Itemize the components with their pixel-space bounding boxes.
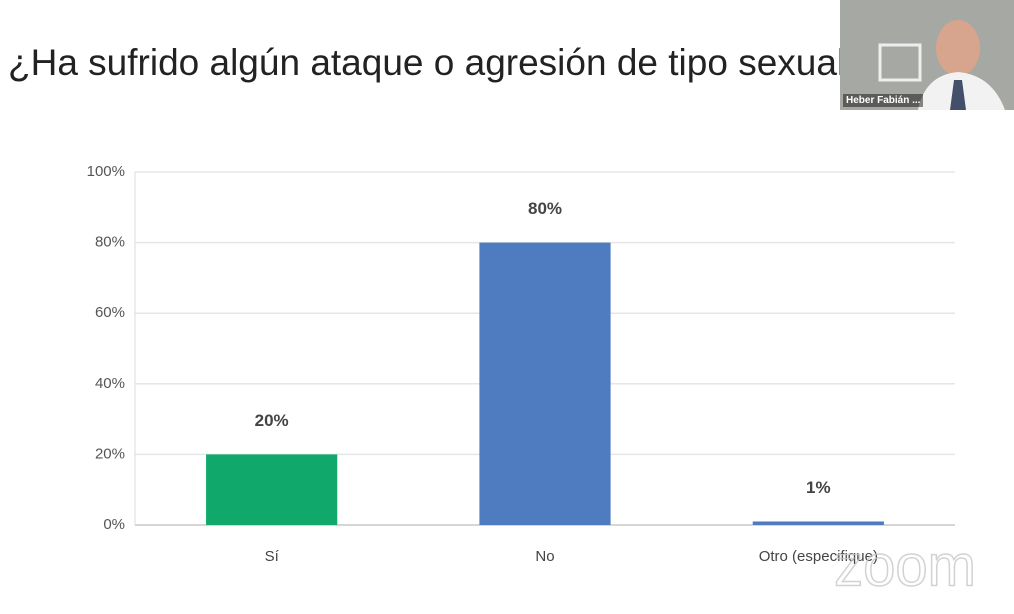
y-tick-label: 100% (87, 163, 125, 180)
value-label: 80% (528, 199, 562, 218)
head (936, 20, 980, 76)
chart-title: ¿Ha sufrido algún ataque o agresión de t… (8, 42, 866, 83)
bar (479, 242, 611, 525)
y-tick-label: 0% (103, 516, 125, 533)
y-tick-label: 40% (95, 375, 125, 392)
y-tick-label: 80% (95, 234, 125, 251)
y-tick-label: 20% (95, 445, 125, 462)
tie (950, 80, 966, 110)
frame (878, 43, 922, 82)
bar (206, 454, 338, 525)
value-label: 1% (806, 478, 831, 497)
y-tick-label: 60% (95, 304, 125, 321)
watermark: zoom (834, 533, 976, 598)
video-feed (840, 0, 1014, 110)
bar (752, 521, 884, 525)
participant-name: Heber Fabián ... (843, 94, 924, 107)
value-label: 20% (255, 411, 289, 430)
video-thumbnail[interactable]: Heber Fabián ... (840, 0, 1014, 110)
x-tick-label: Otro (especifique) (759, 548, 878, 565)
x-tick-label: No (535, 548, 554, 565)
x-tick-label: Sí (265, 548, 280, 565)
